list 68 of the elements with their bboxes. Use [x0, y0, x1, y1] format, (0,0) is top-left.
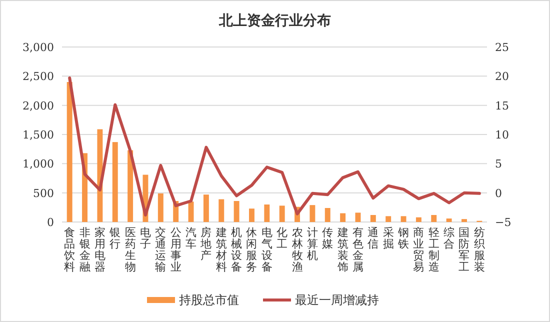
y2-tick-label: −5 [495, 216, 512, 229]
x-tick-label: 农林牧渔 [290, 227, 303, 274]
x-tick-label: 钢铁 [397, 227, 410, 250]
x-tick-label: 房地产 [200, 226, 212, 262]
y2-tick-label: 20 [495, 70, 509, 84]
y-tick-label: 2,000 [22, 99, 54, 112]
x-tick-label: 非银金融 [78, 226, 90, 274]
x-tick-label: 建筑材料 [214, 226, 227, 274]
bar [249, 208, 254, 222]
bar [431, 215, 437, 222]
x-tick-label: 银行 [108, 227, 121, 250]
x-tick-label: 综合 [444, 226, 455, 250]
y-tick-label: 500 [33, 186, 54, 200]
bar [446, 218, 452, 222]
y2-tick-label: 10 [495, 128, 509, 142]
bar [264, 204, 270, 222]
bar [203, 194, 209, 222]
legend-label: 最近一周增减持 [295, 293, 379, 307]
y-tick-label: 1,000 [22, 158, 54, 171]
x-tick-label: 通信 [368, 226, 379, 250]
x-tick-label: 建筑装饰 [336, 226, 348, 274]
y-tick-label: 3,000 [22, 41, 54, 54]
y2-tick-label: 25 [495, 41, 509, 54]
bar [340, 213, 346, 222]
bar [400, 216, 406, 222]
line-series [68, 76, 481, 216]
x-tick-label: 机械设备 [231, 227, 242, 274]
bar [234, 201, 240, 222]
y-tick-label: 1,500 [22, 128, 54, 142]
y-tick-label: 0 [47, 216, 54, 229]
chart-title: 北上资金行业分布 [218, 13, 331, 29]
bar [310, 205, 316, 222]
x-tick-label: 食品饮料 [63, 227, 76, 274]
bar [279, 206, 285, 222]
x-tick-label: 医药生物 [124, 227, 136, 274]
x-tick-label: 化工 [276, 227, 288, 250]
x-tick-label: 国防军工 [458, 227, 470, 274]
x-tick-label: 采掘 [382, 226, 394, 250]
x-tick-label: 传媒 [322, 227, 334, 250]
x-tick-label: 家用电器 [94, 226, 106, 274]
x-tick-label: 电气设备 [261, 226, 272, 274]
y2-tick-label: 5 [495, 158, 502, 171]
x-tick-label: 有色金属 [352, 227, 364, 274]
y2-tick-label: 0 [495, 186, 502, 200]
x-tick-label: 公用事业 [170, 227, 182, 274]
bar [128, 150, 134, 222]
x-tick-label: 轻工制造 [428, 227, 440, 274]
bar [158, 193, 164, 222]
bar [188, 202, 194, 222]
bar [370, 215, 376, 222]
x-tick-label: 商业贸易 [413, 226, 424, 274]
bar [416, 217, 422, 222]
bar [462, 219, 467, 222]
y-tick-label: 2,500 [22, 70, 54, 84]
bar [112, 142, 118, 222]
legend-label: 持股总市值 [179, 293, 239, 307]
x-tick-label: 汽车 [186, 227, 197, 250]
bar [66, 82, 72, 222]
x-tick-label: 电子 [140, 226, 151, 250]
bar [218, 199, 224, 222]
x-tick-label: 交通运输 [155, 226, 166, 274]
x-tick-label: 计算机 [306, 226, 318, 262]
y2-tick-label: 15 [495, 99, 509, 112]
bar [386, 216, 392, 222]
bar [355, 212, 361, 222]
x-tick-label: 休闲服务 [246, 227, 258, 274]
x-tick-label: 纺织服装 [474, 226, 485, 274]
bar [324, 208, 330, 222]
